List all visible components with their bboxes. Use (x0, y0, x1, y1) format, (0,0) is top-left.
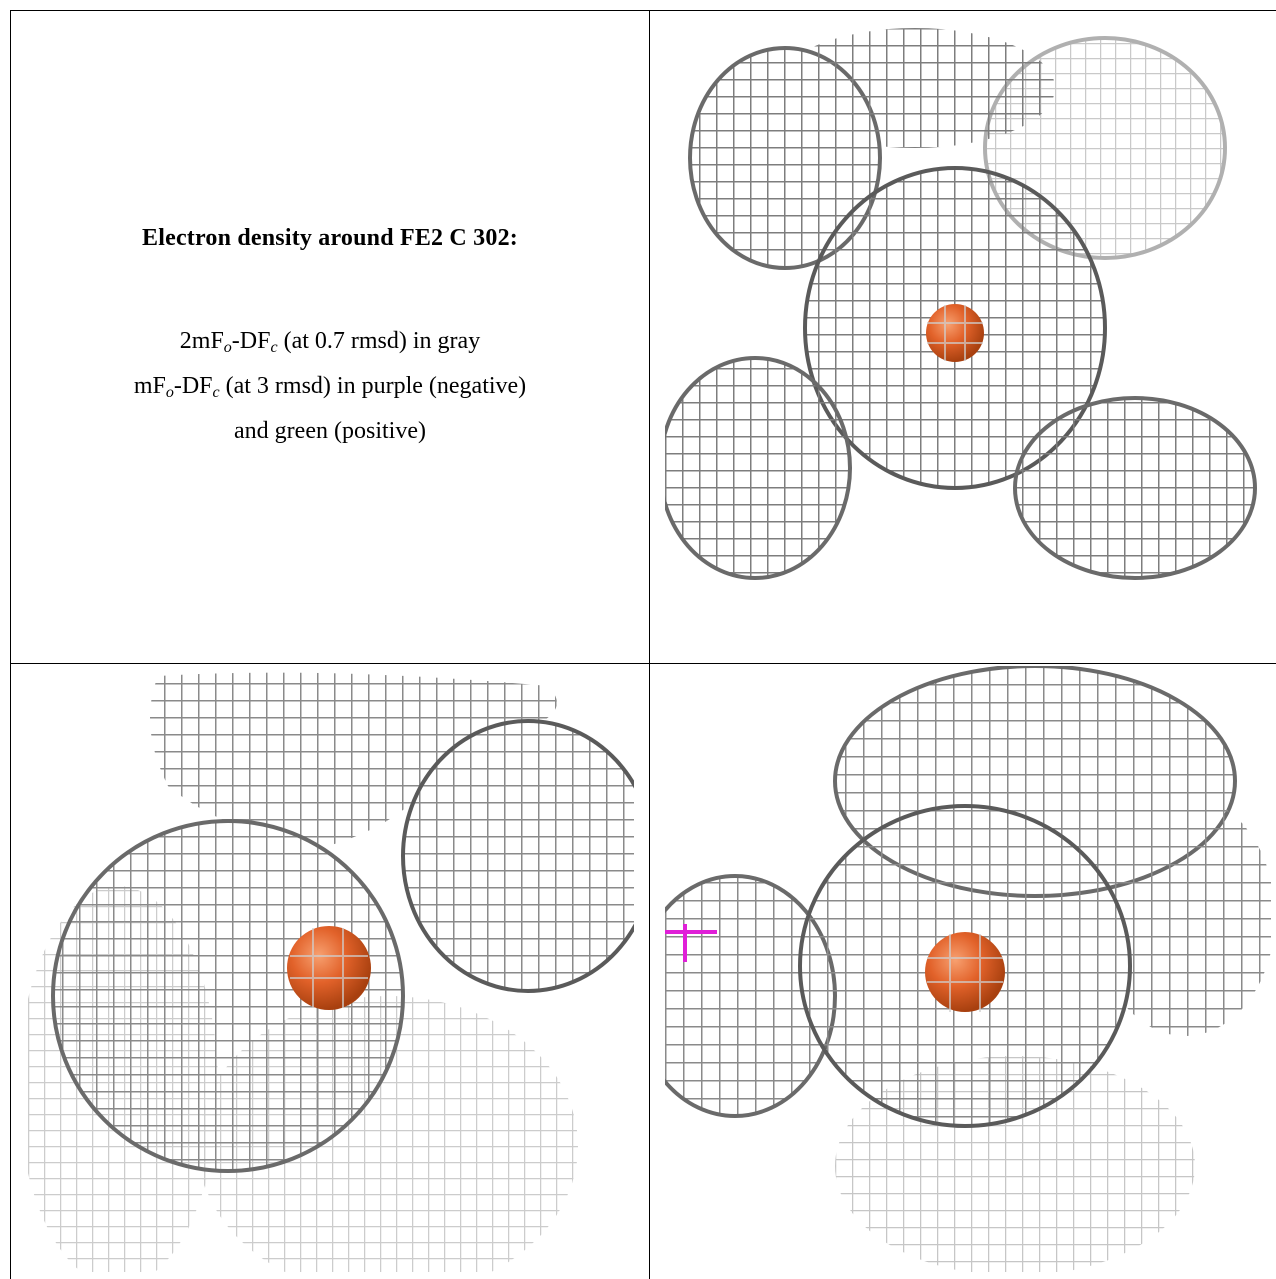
density-view-bottom-left (28, 666, 634, 1272)
fe2-atom-sphere (287, 926, 371, 1010)
density-view-top-right (665, 28, 1271, 636)
mesh-svg-bottom-right (665, 666, 1271, 1272)
mesh-blob-right (403, 721, 634, 991)
fe2-atom-sphere (925, 932, 1005, 1012)
caption-line-mfo-dfc: mFo-DFc (at 3 rmsd) in purple (negative) (133, 372, 527, 401)
density-view-bottom-right (665, 666, 1271, 1272)
mesh-svg-bottom-left (28, 672, 634, 1272)
mesh-svg-top-right (665, 28, 1257, 580)
caption-title: Electron density around FE2 C 302: (142, 224, 518, 251)
caption-panel: Electron density around FE2 C 302: 2mFo-… (11, 11, 649, 663)
mesh-blob-6 (775, 28, 1055, 148)
frame-middle-vertical (649, 10, 650, 1279)
fe2-atom-sphere (926, 304, 984, 362)
caption-line-2mfo-dfc: 2mFo-DFc (at 0.7 rmsd) in gray (179, 327, 481, 356)
caption-line-colors: and green (positive) (234, 417, 426, 444)
frame-top (10, 10, 1276, 11)
mesh-blob-4 (665, 358, 850, 578)
difference-density-marker (665, 924, 717, 962)
frame-middle-horizontal (10, 663, 1276, 664)
mesh-blob-5 (1015, 398, 1255, 578)
frame-left (10, 10, 11, 1279)
